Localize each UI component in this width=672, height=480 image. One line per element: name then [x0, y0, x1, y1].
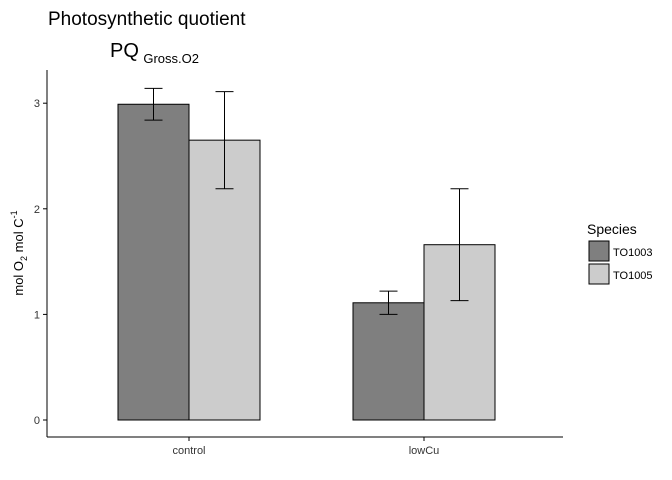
bar-TO1003-lowCu: [352, 302, 425, 421]
errorbar-TO1005-control: [215, 91, 234, 190]
x-tick-label-control: control: [172, 445, 205, 457]
legend-title: Species: [587, 221, 637, 237]
chart-subtitle: PQ Gross.O2: [110, 40, 199, 66]
subtitle-main: PQ: [110, 40, 139, 62]
legend: Species TO1003 TO1005: [587, 221, 653, 285]
y-axis-label: mol O2 mol C-1: [9, 210, 29, 295]
y-tick-label-3: 3: [34, 98, 40, 110]
y-tick-label-2: 2: [34, 204, 40, 216]
legend-key-TO1003: [588, 240, 610, 262]
errorbar-TO1003-control: [144, 87, 163, 121]
subtitle-subscript: Gross.O2: [143, 51, 199, 66]
y-tick-label-1: 1: [34, 309, 40, 321]
y-tick-label-0: 0: [34, 415, 40, 427]
bar-TO1003-control: [117, 103, 190, 421]
legend-key-TO1005: [588, 263, 610, 285]
errorbar-TO1005-lowCu: [450, 188, 469, 302]
plot-area: [117, 87, 496, 421]
x-tick-label-lowCu: lowCu: [409, 445, 440, 457]
errorbar-TO1003-lowCu: [379, 290, 398, 315]
legend-label-TO1003: TO1003: [613, 247, 653, 259]
chart-title: Photosynthetic quotient: [48, 9, 246, 30]
legend-label-TO1005: TO1005: [613, 270, 653, 282]
